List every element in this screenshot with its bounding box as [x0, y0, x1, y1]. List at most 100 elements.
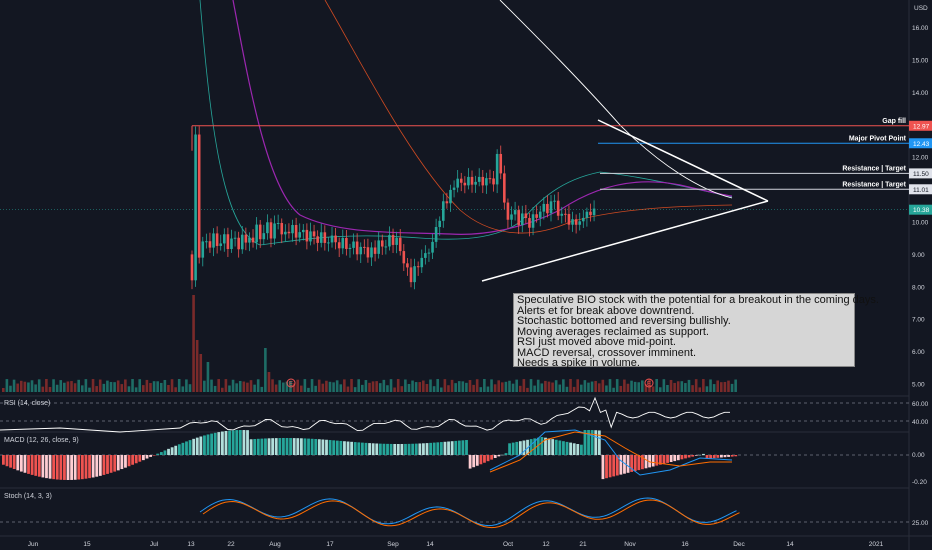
- macd-tick-neg: -0.20: [912, 479, 927, 486]
- volume-bar: [389, 379, 393, 392]
- earnings-event-icon[interactable]: [644, 378, 654, 388]
- volume-bar: [203, 380, 206, 392]
- earnings-event-icon[interactable]: [286, 378, 296, 388]
- volume-bar: [163, 379, 167, 392]
- candle-body: [517, 210, 520, 226]
- candle-body: [574, 219, 578, 225]
- volume-bar: [109, 381, 113, 392]
- macd-bar: [669, 455, 673, 462]
- last-price-badge: [909, 204, 932, 215]
- macd-bar: [321, 439, 325, 455]
- volume-bar: [504, 381, 508, 392]
- volume-bar: [644, 384, 648, 392]
- volume-bar: [159, 382, 163, 392]
- macd-bar: [131, 455, 135, 465]
- volume-bar: [630, 380, 633, 392]
- volume-bar: [691, 385, 694, 392]
- volume-bar: [515, 379, 518, 392]
- volume-bar: [705, 386, 709, 392]
- macd-bar: [497, 455, 501, 457]
- volume-bar: [63, 382, 66, 392]
- candle-body: [513, 210, 517, 215]
- macd-bar: [368, 443, 371, 455]
- candle-body: [352, 241, 355, 248]
- candle-body: [208, 241, 212, 248]
- stoch-k-line: [199, 497, 737, 527]
- candle-body: [266, 222, 269, 234]
- rsi-label: RSI (14, close): [4, 400, 50, 407]
- candle-body: [348, 247, 352, 249]
- macd-bar: [579, 444, 583, 455]
- macd-bar: [536, 437, 540, 455]
- volume-bar: [206, 362, 210, 392]
- price-scale[interactable]: USD 5.006.007.008.009.0010.0011.0012.001…: [909, 5, 932, 389]
- macd-bar: [716, 455, 720, 458]
- volume-bar: [220, 387, 224, 392]
- time-axis[interactable]: Jun 15 Jul 13 22 Aug 17 Sep 14 Oct 12 21 Nov 16 Dec 14 2…: [28, 541, 884, 548]
- volume-bar: [23, 381, 27, 392]
- analysis-note[interactable]: Speculative BIO stock with the potential…: [513, 293, 879, 368]
- candle-body: [280, 222, 284, 235]
- candle-body: [553, 200, 556, 202]
- stoch-tick-25: 25.00: [912, 520, 929, 527]
- candle-body: [442, 201, 445, 221]
- macd-bar: [346, 441, 350, 455]
- macd-bar: [45, 455, 48, 479]
- volume-bar: [235, 383, 238, 392]
- macd-bar: [124, 455, 127, 468]
- candle-body: [309, 231, 312, 242]
- volume-bar: [540, 383, 544, 392]
- macd-bar: [156, 453, 160, 455]
- time-tick: 14: [426, 541, 434, 548]
- volume-bar: [465, 382, 468, 392]
- volume-bar: [597, 383, 601, 392]
- volume-bar: [562, 379, 565, 392]
- volume-bar: [77, 379, 80, 392]
- volume-bar: [432, 386, 436, 392]
- time-tick: Aug: [269, 541, 281, 548]
- candle-body: [510, 214, 513, 220]
- macd-bar: [16, 455, 20, 471]
- volume-bar: [5, 379, 9, 392]
- volume-bar: [716, 380, 720, 392]
- macd-bar: [235, 430, 239, 455]
- volume-bar: [393, 387, 396, 392]
- macd-bar: [37, 455, 41, 477]
- candle-body: [582, 217, 585, 222]
- candle-body: [233, 237, 237, 239]
- candle-body: [319, 232, 323, 243]
- macd-bar: [393, 443, 397, 455]
- candle-body: [230, 238, 233, 250]
- candle-body: [258, 224, 262, 240]
- volume-bar: [526, 387, 529, 392]
- macd-bar: [307, 438, 310, 455]
- volume-bar: [98, 379, 102, 392]
- macd-bar: [95, 455, 99, 477]
- volume-bar: [673, 382, 676, 392]
- candle-body: [449, 189, 452, 204]
- macd-bar: [271, 438, 275, 455]
- macd-bar: [407, 443, 411, 455]
- volume-bar: [680, 381, 684, 392]
- volume-bar: [454, 383, 457, 392]
- volume-bar: [569, 379, 572, 392]
- candle-body: [212, 233, 215, 248]
- volume-bar: [228, 385, 231, 392]
- volume-bar: [572, 386, 576, 392]
- macd-bar: [253, 439, 257, 455]
- volume-bar: [12, 379, 16, 392]
- volume-bar: [120, 384, 124, 392]
- macd-bar: [529, 439, 533, 455]
- macd-bar: [680, 455, 684, 460]
- price-tick: 7.00: [912, 317, 925, 324]
- volume-bar: [511, 383, 515, 392]
- major-pivot-value: 12.43: [913, 141, 930, 148]
- macd-bar: [378, 443, 382, 455]
- macd-bar: [192, 438, 196, 455]
- resistance-1-label: Resistance | Target: [842, 165, 906, 172]
- macd-bar: [59, 455, 63, 480]
- candle-body: [413, 266, 416, 283]
- time-tick: Dec: [733, 541, 745, 548]
